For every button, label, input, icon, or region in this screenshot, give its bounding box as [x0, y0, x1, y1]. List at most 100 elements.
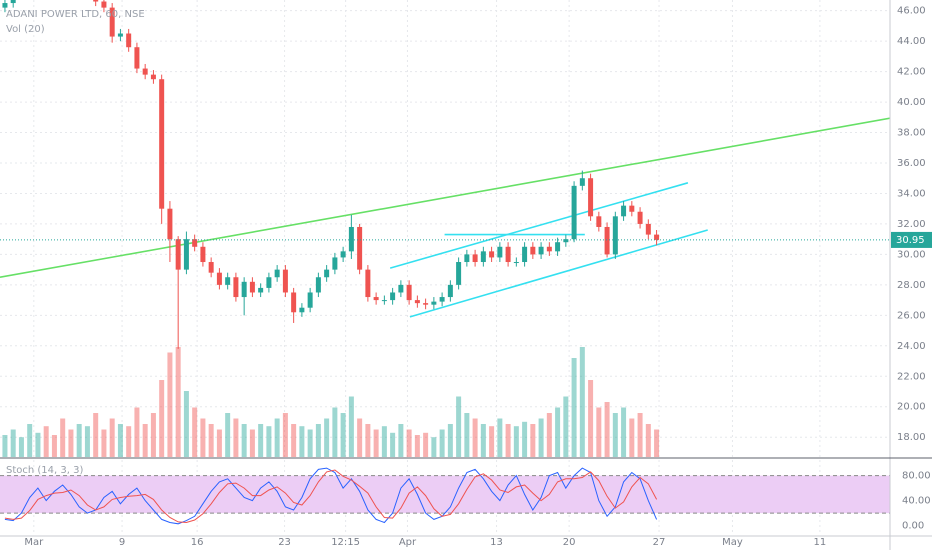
volume-bar [27, 424, 33, 457]
x-tick-label: 20 [563, 537, 576, 548]
candle-body [117, 33, 123, 37]
candle-body [134, 47, 140, 69]
candle-body [637, 211, 643, 224]
volume-bar [571, 358, 577, 457]
volume-bar [142, 424, 148, 457]
candle-body [497, 246, 503, 258]
stoch-pane [0, 460, 890, 535]
volume-bar [84, 426, 90, 457]
y-tick-label: 20.00 [897, 402, 926, 413]
volume-bar [150, 413, 156, 457]
volume-bar [563, 396, 569, 457]
candle-body [109, 7, 115, 37]
x-tick-label: May [722, 537, 743, 548]
volume-bar [555, 407, 561, 457]
volume-bar [324, 418, 330, 457]
candle-body [2, 3, 8, 8]
volume-bar [93, 413, 99, 457]
x-tick-label: 9 [119, 537, 125, 548]
candle-body [10, 0, 16, 4]
candle-body [175, 239, 181, 270]
candle-body [357, 226, 363, 270]
stoch-label: Stoch (14, 3, 3) [6, 465, 83, 476]
y-tick-label: 40.00 [902, 496, 931, 507]
volume-bar [10, 429, 16, 457]
y-tick-label: 32.00 [897, 219, 926, 230]
y-tick-label: 0.00 [902, 521, 924, 532]
volume-bar [241, 424, 247, 457]
candle-body [398, 284, 404, 293]
candle-body [258, 287, 264, 293]
volume-bar [596, 407, 602, 457]
candle-body [192, 239, 198, 247]
volume-bar [2, 435, 8, 457]
volume-bar [340, 413, 346, 457]
volume-bar [200, 418, 206, 457]
y-tick-label: 38.00 [897, 128, 926, 139]
candle-body [612, 216, 618, 255]
candle-body [464, 254, 470, 263]
x-tick-label: 27 [653, 537, 666, 548]
candle-body [266, 277, 272, 288]
candle-body [563, 239, 569, 243]
trendline [0, 117, 890, 279]
candle-body [315, 277, 321, 293]
candle-body [406, 284, 412, 301]
candle-body [340, 251, 346, 258]
y-tick-label: 34.00 [897, 188, 926, 199]
candle-body [126, 33, 132, 48]
volume-bar [406, 429, 412, 457]
candle-body [596, 216, 602, 227]
candle-body [274, 269, 280, 278]
candle-body [414, 300, 420, 304]
volume-bar [183, 391, 189, 457]
candle-body [183, 239, 189, 270]
candle-body [431, 301, 437, 305]
candle-body [579, 178, 585, 186]
volume-bar [447, 424, 453, 457]
candle-body [522, 246, 528, 263]
candle-body [225, 277, 231, 285]
y-tick-label: 30.00 [897, 249, 926, 260]
candle-body [200, 246, 206, 263]
volume-bar [497, 418, 503, 457]
candle-body [530, 246, 536, 255]
candle-body [142, 68, 148, 75]
y-tick-label: 80.00 [902, 471, 931, 482]
volume-bar [68, 429, 74, 457]
volume-bar [579, 347, 585, 457]
volume-bar [373, 429, 379, 457]
y-tick-label: 18.00 [897, 432, 926, 443]
volume-bar [621, 407, 627, 457]
volume-bar [101, 429, 107, 457]
volume-bar [538, 418, 544, 457]
y-tick-label: 40.00 [897, 97, 926, 108]
volume-bar [612, 413, 618, 457]
volume-bar [423, 432, 429, 457]
volume-bar [175, 347, 181, 457]
volume-bar [233, 418, 239, 457]
volume-bar [456, 396, 462, 457]
volume-bar [282, 413, 288, 457]
candle-body [645, 223, 651, 235]
candle-body [216, 272, 222, 285]
candle-body [489, 251, 495, 258]
x-tick-label: 16 [191, 537, 204, 548]
volume-bar [348, 396, 354, 457]
y-tick-label: 24.00 [897, 341, 926, 352]
y-tick-label: 28.00 [897, 280, 926, 291]
volume-bar [381, 426, 387, 457]
volume-bar [645, 424, 651, 457]
trendline [389, 182, 689, 269]
x-tick-label: 11 [814, 537, 827, 548]
volume-bar [60, 418, 66, 457]
volume-bar [464, 413, 470, 457]
volume-bar [357, 418, 363, 457]
volume-bar [167, 352, 173, 457]
volume-bar [629, 418, 635, 457]
candle-body [654, 234, 660, 240]
candle-body [365, 269, 371, 298]
candle-body [93, 0, 99, 2]
